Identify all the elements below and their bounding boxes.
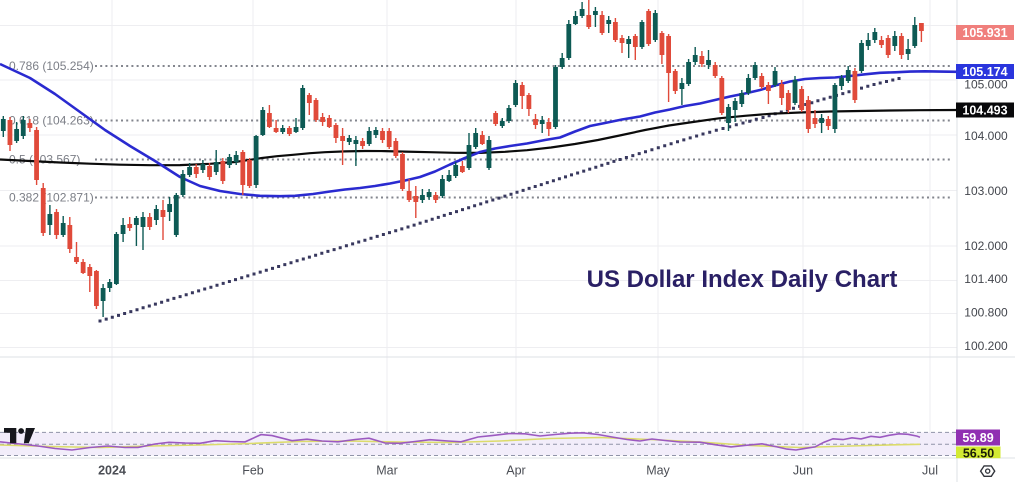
svg-text:105.174: 105.174 [962, 65, 1007, 79]
svg-text:105.000: 105.000 [964, 78, 1008, 92]
svg-text:100.200: 100.200 [964, 339, 1008, 353]
svg-text:0.382 (102.871): 0.382 (102.871) [9, 191, 94, 205]
svg-text:56.50: 56.50 [963, 447, 994, 461]
svg-text:Jul: Jul [922, 464, 938, 478]
svg-text:102.000: 102.000 [964, 239, 1008, 253]
svg-text:103.000: 103.000 [964, 184, 1008, 198]
svg-text:101.400: 101.400 [964, 272, 1008, 286]
svg-text:Jun: Jun [793, 464, 813, 478]
svg-text:59.89: 59.89 [962, 431, 993, 445]
svg-text:Apr: Apr [506, 464, 525, 478]
svg-text:104.493: 104.493 [962, 103, 1007, 117]
svg-text:104.000: 104.000 [964, 129, 1008, 143]
svg-text:US Dollar Index Daily Chart: US Dollar Index Daily Chart [587, 266, 898, 293]
svg-text:105.931: 105.931 [962, 26, 1007, 40]
svg-text:May: May [646, 464, 670, 478]
svg-text:Mar: Mar [376, 464, 398, 478]
svg-text:100.800: 100.800 [964, 306, 1008, 320]
svg-text:2024: 2024 [98, 464, 126, 478]
svg-text:Feb: Feb [242, 464, 264, 478]
svg-text:0.786 (105.254): 0.786 (105.254) [9, 59, 94, 73]
